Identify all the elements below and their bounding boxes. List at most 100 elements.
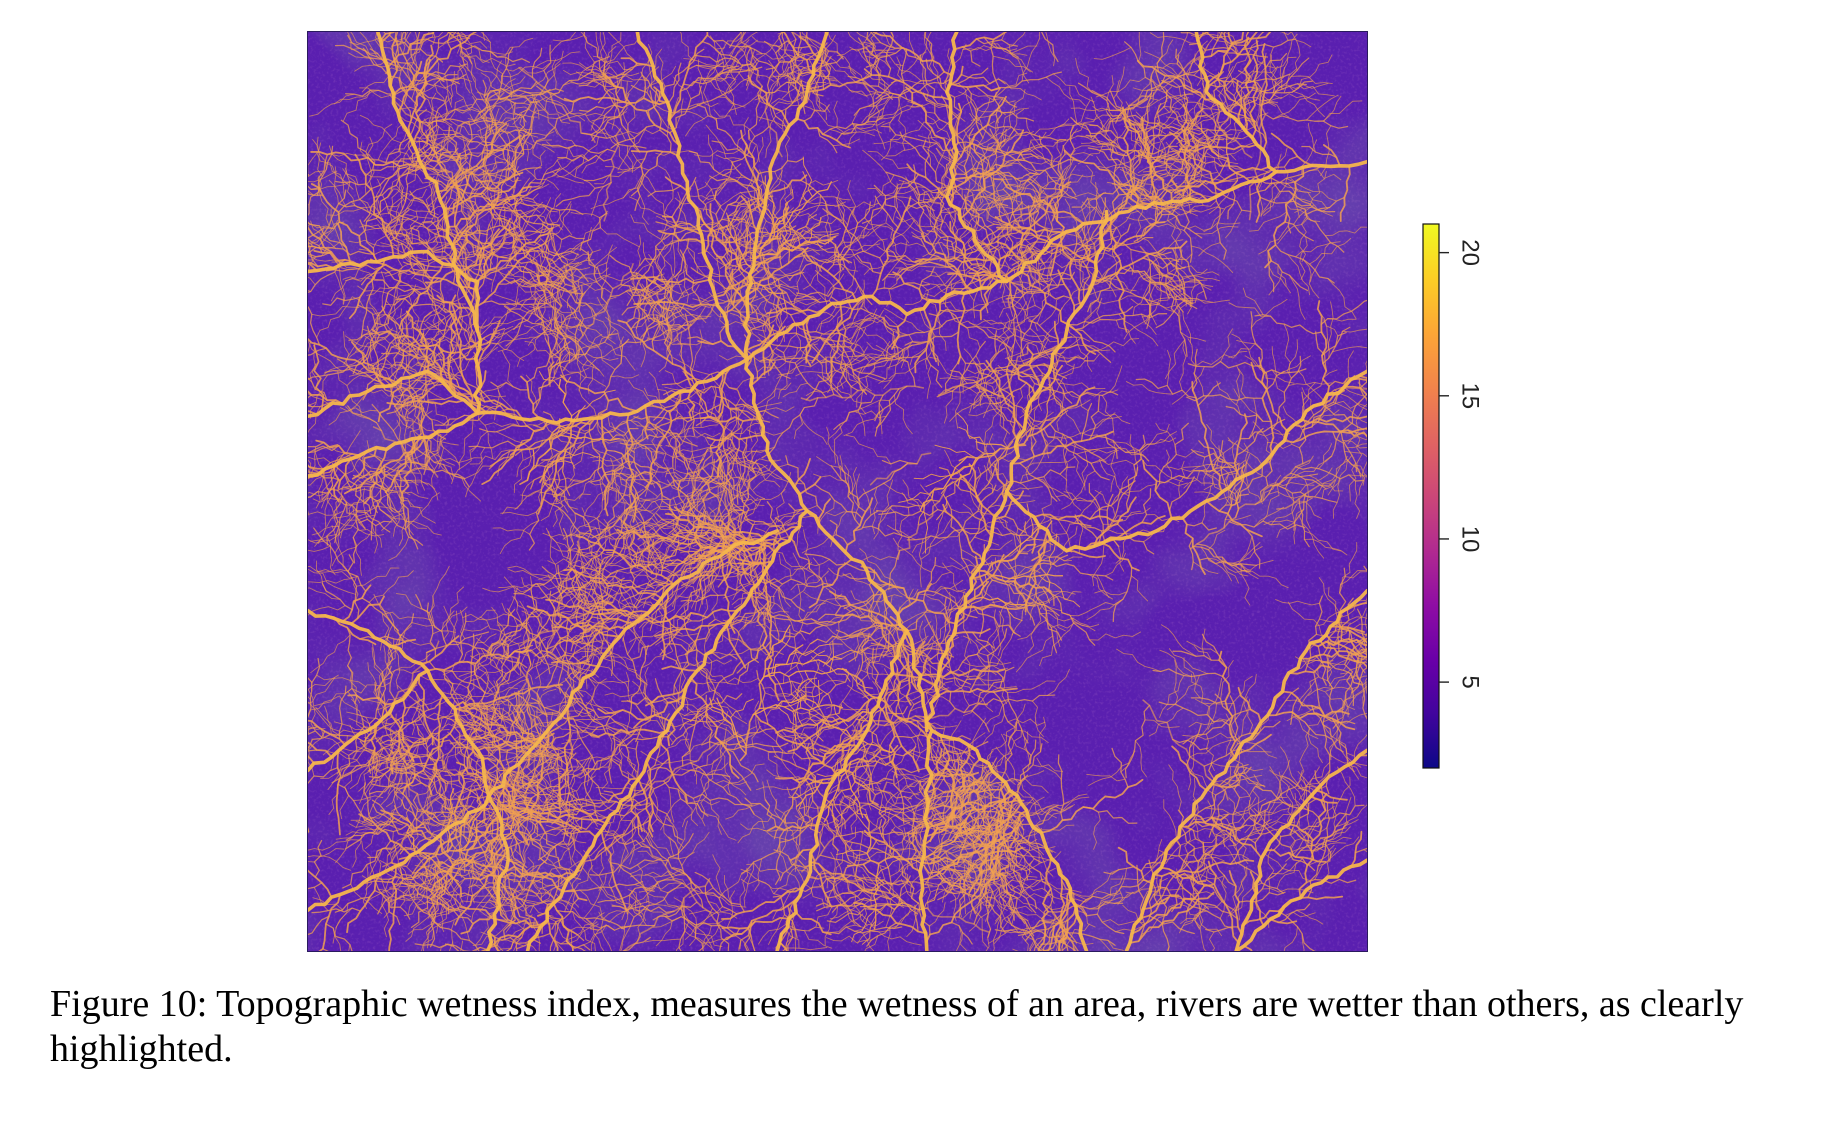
stream-channel [557,425,594,432]
stream-channel [1170,282,1201,291]
stream-channel [610,374,640,379]
stream-channel [1362,637,1367,657]
stream-channel [596,421,606,447]
stream-channel [749,361,776,387]
stream-channel [763,508,806,525]
stream-channel [1062,433,1068,468]
stream-channel [1176,134,1205,157]
stream-channel [420,332,430,373]
stream-channel [918,538,924,588]
stream-channel [982,223,1011,242]
stream-channel [514,479,535,510]
stream-channel [1202,155,1239,165]
stream-channel [945,387,985,394]
stream-channel [856,851,886,861]
stream-channel [756,623,811,635]
stream-channel [1007,703,1026,746]
stream-channel [451,445,478,485]
stream-channel [943,390,953,424]
stream-channel [549,367,590,379]
stream-channel [968,479,1008,545]
stream-channel [363,782,375,824]
stream-channel [1079,879,1145,906]
stream-channel [1214,693,1234,718]
stream-channel [1363,612,1367,640]
stream-channel [373,455,397,491]
stream-channel [1241,696,1248,737]
stream-channel [1150,78,1187,110]
stream-channel [814,483,864,520]
stream-channel [996,204,1041,210]
stream-channel [312,497,358,505]
stream-channel [921,280,950,296]
stream-channel [988,500,1036,509]
stream-channel [995,401,1009,449]
stream-channel [592,447,635,471]
stream-channel [1252,178,1264,217]
stream-channel [1344,571,1367,579]
stream-channel [1168,764,1184,818]
stream-channel [607,415,639,432]
stream-channel [1182,91,1189,151]
stream-channel [458,416,474,470]
stream-channel [863,217,910,244]
stream-channel [726,483,749,501]
stream-channel [853,510,879,532]
stream-channel [501,350,514,388]
stream-channel [1162,208,1198,217]
stream-channel [1031,495,1052,539]
stream-channel [377,888,427,905]
stream-channel [858,644,906,653]
stream-channel [1007,680,1056,693]
stream-channel [839,321,847,376]
stream-channel [944,596,953,673]
stream-channel [1007,399,1017,438]
stream-channel [999,228,1045,289]
stream-channel [1158,701,1231,727]
stream-channel [772,284,821,303]
stream-channel [1000,631,1014,659]
stream-channel [843,839,909,863]
stream-channel [426,393,472,401]
stream-channel [883,344,913,389]
stream-channel [956,869,1011,877]
stream-channel [1020,881,1063,900]
stream-channel [975,355,983,387]
stream-channel [1020,231,1061,254]
stream-channel [1155,141,1200,200]
stream-channel [890,840,908,884]
stream-channel [867,569,875,618]
stream-channel [1277,218,1308,245]
stream-channel [433,457,483,464]
stream-channel [543,421,577,451]
stream-channel [567,512,577,568]
stream-channel [465,447,486,498]
stream-channel [500,511,537,517]
stream-channel [538,465,547,506]
stream-channel [1016,241,1031,272]
stream-channel [308,341,311,354]
stream-channel [468,440,525,449]
stream-channel [878,804,887,844]
stream-channel [308,464,326,470]
stream-channel [883,241,907,289]
stream-channel [1298,680,1316,702]
stream-channel [1307,659,1334,665]
stream-channel [803,591,851,612]
stream-channel [984,721,1019,765]
stream-channel [709,445,722,481]
stream-channel [1302,658,1333,689]
stream-channel [635,466,661,483]
stream-channel [876,245,917,266]
stream-channel [949,557,984,587]
stream-channel [835,629,894,648]
stream-channel [1163,168,1183,187]
stream-channel [734,404,748,455]
stream-channel [736,495,765,506]
stream-channel [611,422,629,446]
stream-channel [1006,607,1016,635]
stream-channel [1234,674,1257,721]
stream-channel [480,394,507,400]
stream-channel [927,571,952,588]
stream-channel [1092,105,1134,125]
